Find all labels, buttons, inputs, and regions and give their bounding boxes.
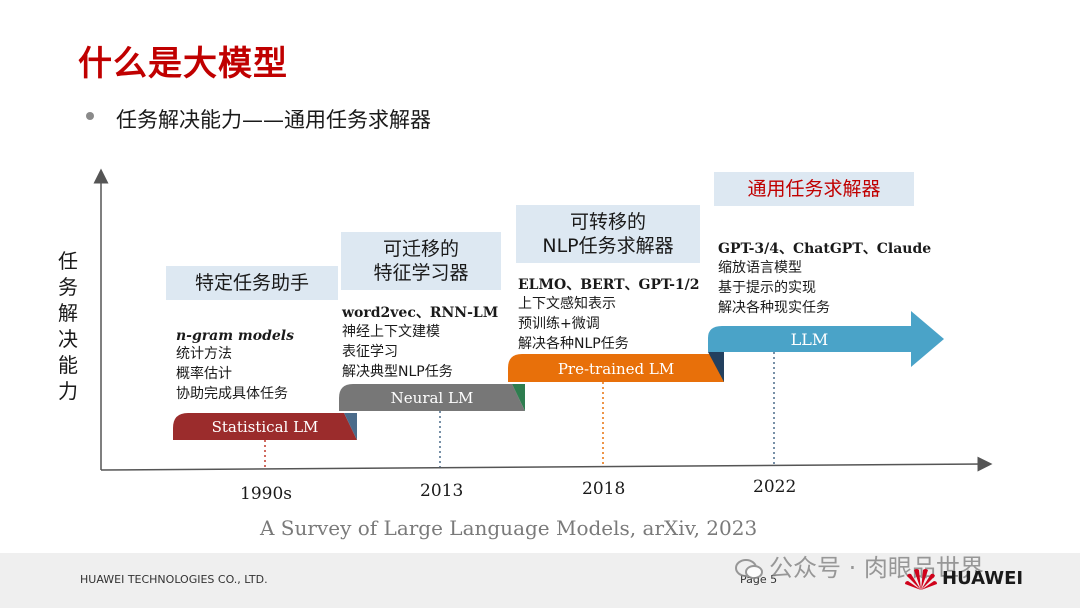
desc-head: word2vec、RNN-LM <box>342 305 499 321</box>
bar-tab <box>344 413 357 440</box>
stage-box-line: 特定任务助手 <box>194 272 309 294</box>
y-axis-char: 解 <box>58 301 78 325</box>
year-label: 1990s <box>240 484 292 504</box>
desc-line: 统计方法 <box>176 346 232 362</box>
desc-line: 解决典型NLP任务 <box>342 364 453 380</box>
bar-neural-lm <box>339 384 525 411</box>
bar-statistical-lm <box>173 413 357 440</box>
year-label: 2013 <box>420 481 464 501</box>
year-label: 2018 <box>582 479 626 499</box>
footer-company: HUAWEI TECHNOLOGIES CO., LTD. <box>80 573 268 586</box>
stage-box: 可迁移的 特征学习器 <box>341 232 501 290</box>
desc-line: 解决各种现实任务 <box>718 300 830 316</box>
stage-box: 通用任务求解器 <box>714 172 914 206</box>
bar-llm-arrow <box>708 311 944 367</box>
stage-box-line: 通用任务求解器 <box>747 178 881 200</box>
stage-box: 可转移的 NLP任务求解器 <box>516 205 700 263</box>
y-axis-label: 任 务 解 决 能 力 <box>56 248 80 404</box>
y-axis-char: 务 <box>58 275 78 299</box>
desc-line: 表征学习 <box>342 344 398 360</box>
desc-line: 神经上下文建模 <box>342 324 440 340</box>
stage-description: word2vec、RNN-LM 神经上下文建模 表征学习 解决典型NLP任务 <box>342 302 512 382</box>
bar-tab <box>512 384 525 411</box>
y-axis-char: 决 <box>58 327 78 351</box>
y-axis-char: 力 <box>58 379 78 403</box>
watermark-text: 公众号 · 肉眼品世界 <box>769 554 984 582</box>
desc-line: 上下文感知表示 <box>518 296 616 312</box>
desc-line: 概率估计 <box>176 366 232 382</box>
desc-line: 协助完成具体任务 <box>176 386 288 402</box>
desc-line: 预训练+微调 <box>518 316 600 332</box>
bar-label: LLM <box>790 330 829 349</box>
huawei-logo-icon <box>904 566 938 596</box>
bullet-text: 任务解决能力——通用任务求解器 <box>116 108 431 132</box>
bar-label: Neural LM <box>390 389 474 407</box>
stage-box-line: 可转移的 <box>569 211 646 233</box>
citation: A Survey of Large Language Models, arXiv… <box>260 516 758 540</box>
desc-line: 缩放语言模型 <box>718 260 802 276</box>
desc-line: 解决各种NLP任务 <box>518 336 629 352</box>
desc-head: n-gram models <box>176 328 294 344</box>
wechat-icon <box>735 558 763 580</box>
bar-label: Statistical LM <box>211 418 319 436</box>
y-axis-char: 任 <box>58 249 78 273</box>
stage-box-line: 可迁移的 <box>382 238 459 260</box>
year-label: 2022 <box>753 477 797 497</box>
brand-name: HUAWEI <box>942 568 1024 589</box>
watermark: 公众号 · 肉眼品世界 <box>735 548 984 583</box>
bar-tab <box>708 352 724 382</box>
x-axis-line <box>100 456 993 472</box>
stage-box-line: NLP任务求解器 <box>542 235 674 257</box>
stage-box-line: 特征学习器 <box>373 262 469 284</box>
stage-box: 特定任务助手 <box>166 266 338 300</box>
stage-description: n-gram models 统计方法 概率估计 协助完成具体任务 <box>176 328 336 404</box>
stage-description: GPT-3/4、ChatGPT、Claude 缩放语言模型 基于提示的实现 解决… <box>718 238 958 318</box>
bullet-dot <box>86 112 94 120</box>
page-title: 什么是大模型 <box>78 44 288 84</box>
stage-description: ELMO、BERT、GPT-1/2 上下文感知表示 预训练+微调 解决各种NLP… <box>518 274 708 354</box>
bar-label: Pre-trained LM <box>557 360 675 378</box>
desc-head: GPT-3/4、ChatGPT、Claude <box>718 241 932 257</box>
y-axis-char: 能 <box>58 353 78 377</box>
desc-head: ELMO、BERT、GPT-1/2 <box>518 277 700 293</box>
desc-line: 基于提示的实现 <box>718 280 816 296</box>
bar-pre-trained-lm <box>508 354 724 382</box>
footer-bar <box>0 553 1080 608</box>
